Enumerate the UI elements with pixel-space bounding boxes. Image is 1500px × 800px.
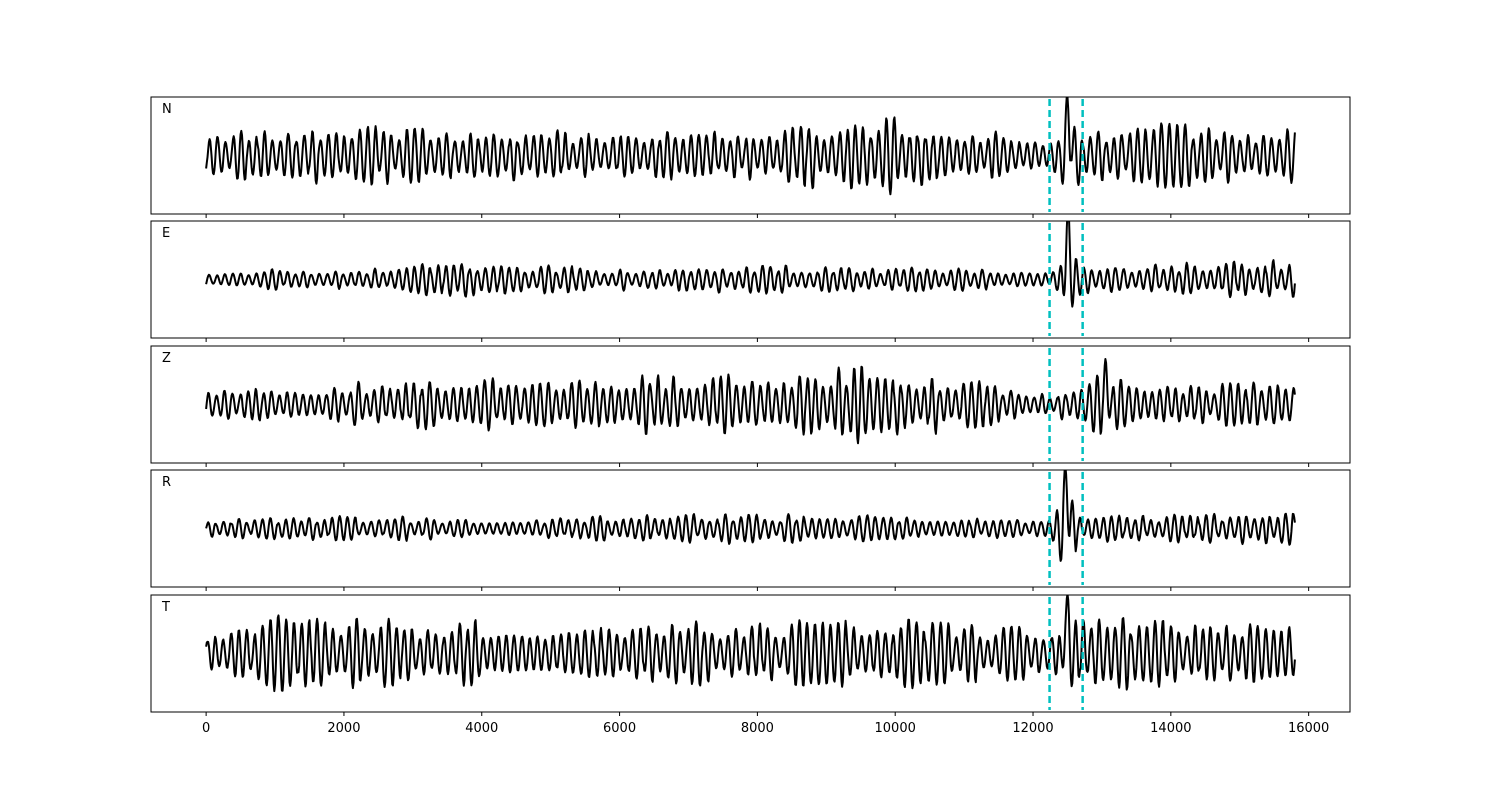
panel-frame [150,345,1351,464]
panel-frame [150,594,1351,713]
panel-frame [150,96,1351,215]
trace-n [205,97,1296,196]
trace-r [205,470,1296,562]
panel-label: Z [162,351,171,366]
panel-label: T [161,600,170,615]
panel-e: E [150,220,1351,342]
x-tick-label: 0 [202,721,210,736]
x-tick-label: 16000 [1288,721,1329,736]
panel-label: N [162,102,172,117]
panel-frame [150,469,1351,588]
x-tick-label: 12000 [1012,721,1053,736]
x-axis: 0 2000 4000 6000 8000 10000 12000 14000 16000 [202,721,1329,736]
x-tick-label: 8000 [741,721,774,736]
panel-label: R [162,475,171,490]
panel-label: E [162,226,170,241]
panel-n: N [150,96,1351,218]
trace-e [205,221,1296,308]
panels-layer: N E Z R T [150,96,1351,716]
panel-z: Z [150,345,1351,467]
trace-t [205,595,1296,693]
trace-z [205,358,1296,445]
panel-frame [150,220,1351,339]
x-tick-label: 14000 [1150,721,1191,736]
x-tick-label: 10000 [875,721,916,736]
x-tick-label: 6000 [603,721,636,736]
panel-t: T [150,594,1351,716]
panel-r: R [150,469,1351,591]
x-tick-label: 2000 [327,721,360,736]
x-tick-label: 4000 [465,721,498,736]
